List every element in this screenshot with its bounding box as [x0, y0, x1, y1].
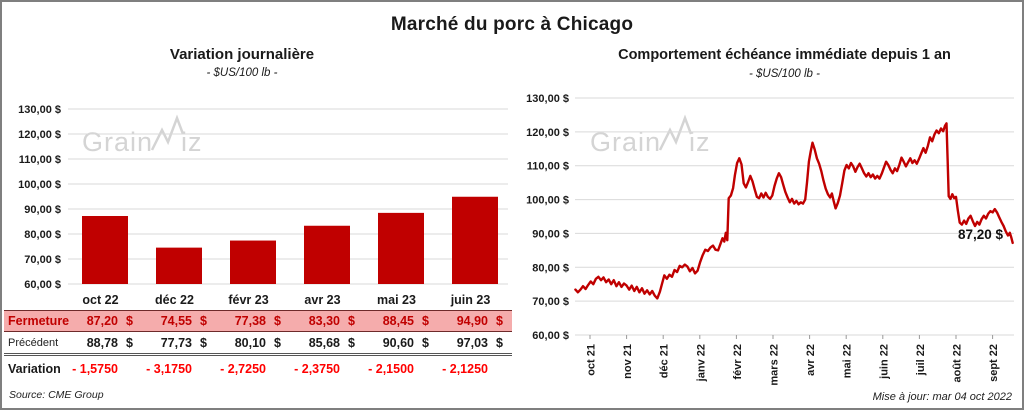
x-axis-tick-label: mai 22	[842, 344, 854, 378]
table-header-row: oct 22 déc 22 févr 23 avr 23 mai 23 juin 23	[4, 290, 512, 310]
x-axis-tick-label: févr 22	[732, 344, 744, 379]
watermark-text-right: iz	[181, 127, 203, 157]
line-spark-w-icon	[150, 114, 185, 151]
bar-juin 23	[452, 196, 498, 284]
table-cell: 90,60 $	[382, 335, 429, 350]
quotes-table: oct 22 déc 22 févr 23 avr 23 mai 23 juin 23 Fe…	[4, 290, 512, 382]
column-header: avr 23	[304, 293, 341, 307]
table-row-variation: Variation - 1,5750 - 3,1750 - 2,7250 - 2,375…	[4, 356, 512, 382]
table-cell: 74,55 $	[160, 314, 207, 328]
bar-mai 23	[378, 212, 424, 284]
x-axis-tick-label: oct 21	[586, 344, 598, 376]
grainwiz-watermark: Grain iz	[82, 114, 203, 156]
table-cell: 87,20 $	[86, 314, 133, 328]
line-chart-subtitle: - $US/100 lb -	[749, 68, 820, 80]
x-axis-tick-label: avr 22	[805, 344, 817, 376]
source-note: Source: CME Group	[9, 389, 104, 401]
watermark-text-left: Grain	[82, 127, 154, 157]
grainwiz-watermark: Grain iz	[590, 114, 711, 156]
line-chart-title: Comportement échéance immédiate depuis 1…	[618, 47, 951, 63]
line-spark-w-icon	[658, 114, 693, 151]
row-label: Précédent	[8, 336, 59, 349]
update-note: Mise à jour: mar 04 oct 2022	[872, 391, 1012, 403]
table-cell: 88,45 $	[382, 314, 429, 328]
table-cell: - 2,1250	[442, 362, 488, 376]
column-header: févr 23	[228, 293, 269, 307]
bar-févr 23	[230, 240, 276, 284]
bar-chart-title: Variation journalière	[169, 46, 315, 63]
y-axis-tick-label: 120,00 $	[18, 129, 61, 141]
table-cell: - 2,3750	[294, 362, 340, 376]
table-cell: 77,73 $	[160, 335, 207, 350]
watermark-text-right: iz	[689, 127, 711, 157]
y-axis-tick-label: 90,00 $	[532, 228, 569, 240]
y-axis-tick-label: 100,00 $	[18, 179, 61, 191]
table-cell: 97,03 $	[456, 335, 503, 350]
bar-chart-subtitle: - $US/100 lb -	[206, 67, 278, 79]
table-cell: 83,30 $	[308, 314, 355, 328]
y-axis-tick-label: 80,00 $	[532, 262, 569, 274]
front-month-line-chart: 130,00 $ 120,00 $ 110,00 $ 100,00 $ 90,00 $ 8…	[526, 93, 1014, 386]
y-axis-tick-label: 120,00 $	[526, 127, 569, 139]
y-axis-tick-label: 80,00 $	[24, 229, 61, 241]
bar-oct 22	[82, 216, 128, 284]
table-cell: 88,78 $	[86, 335, 133, 350]
column-header: oct 22	[82, 293, 119, 307]
x-axis-tick-label: août 22	[952, 344, 964, 383]
watermark-text-left: Grain	[590, 127, 662, 157]
y-axis-tick-label: 130,00 $	[526, 93, 569, 105]
daily-variation-bar-chart: 130,00 $ 120,00 $ 110,00 $ 100,00 $ 90,00 $ 8…	[18, 104, 508, 291]
y-axis-tick-label: 60,00 $	[24, 279, 61, 291]
bar-déc 22	[156, 247, 202, 284]
column-header: déc 22	[155, 293, 194, 307]
x-axis-tick-label: nov 21	[622, 344, 634, 379]
y-axis-tick-label: 110,00 $	[527, 161, 569, 173]
row-label: Fermeture	[8, 314, 70, 328]
x-axis-tick-label: juin 22	[878, 344, 890, 380]
column-header: mai 23	[377, 293, 416, 307]
table-cell: 80,10 $	[234, 335, 281, 350]
table-cell: 85,68 $	[308, 335, 355, 350]
column-header: juin 23	[450, 293, 491, 307]
y-axis-tick-label: 90,00 $	[24, 204, 61, 216]
bar-avr 23	[304, 225, 350, 284]
y-axis-tick-label: 60,00 $	[532, 330, 569, 342]
table-cell: - 2,1500	[368, 362, 414, 376]
table-row-precedent: Précédent 88,78 $ 77,73 $ 80,10 $ 85,68 $ 90,60 $ 9…	[4, 332, 512, 356]
x-axis-tick-label: juil 22	[915, 344, 927, 376]
table-row-fermeture: Fermeture 87,20 $ 74,55 $ 77,38 $ 83,30 $ 88,45 $ 9…	[4, 310, 512, 332]
table-cell: 77,38 $	[234, 314, 281, 328]
x-axis-tick-label: mars 22	[769, 344, 781, 386]
table-cell: - 2,7250	[220, 362, 266, 376]
table-cell: - 3,1750	[146, 362, 192, 376]
last-value-annotation: 87,20 $	[958, 227, 1004, 242]
y-axis-tick-label: 100,00 $	[526, 195, 569, 207]
table-cell: - 1,5750	[72, 362, 118, 376]
x-axis-tick-label: sept 22	[988, 344, 1000, 382]
row-label: Variation	[8, 362, 61, 376]
x-axis-tick-label: janv 22	[695, 344, 707, 382]
y-axis-tick-label: 70,00 $	[24, 254, 61, 266]
page-title: Marché du porc à Chicago	[390, 14, 634, 35]
y-axis-tick-label: 110,00 $	[19, 154, 61, 166]
y-axis-tick-label: 130,00 $	[18, 104, 61, 116]
table-cell: 94,90 $	[456, 314, 503, 328]
price-line	[574, 122, 1014, 300]
x-axis-tick-label: déc 21	[659, 344, 671, 378]
y-axis-tick-label: 70,00 $	[532, 296, 569, 308]
